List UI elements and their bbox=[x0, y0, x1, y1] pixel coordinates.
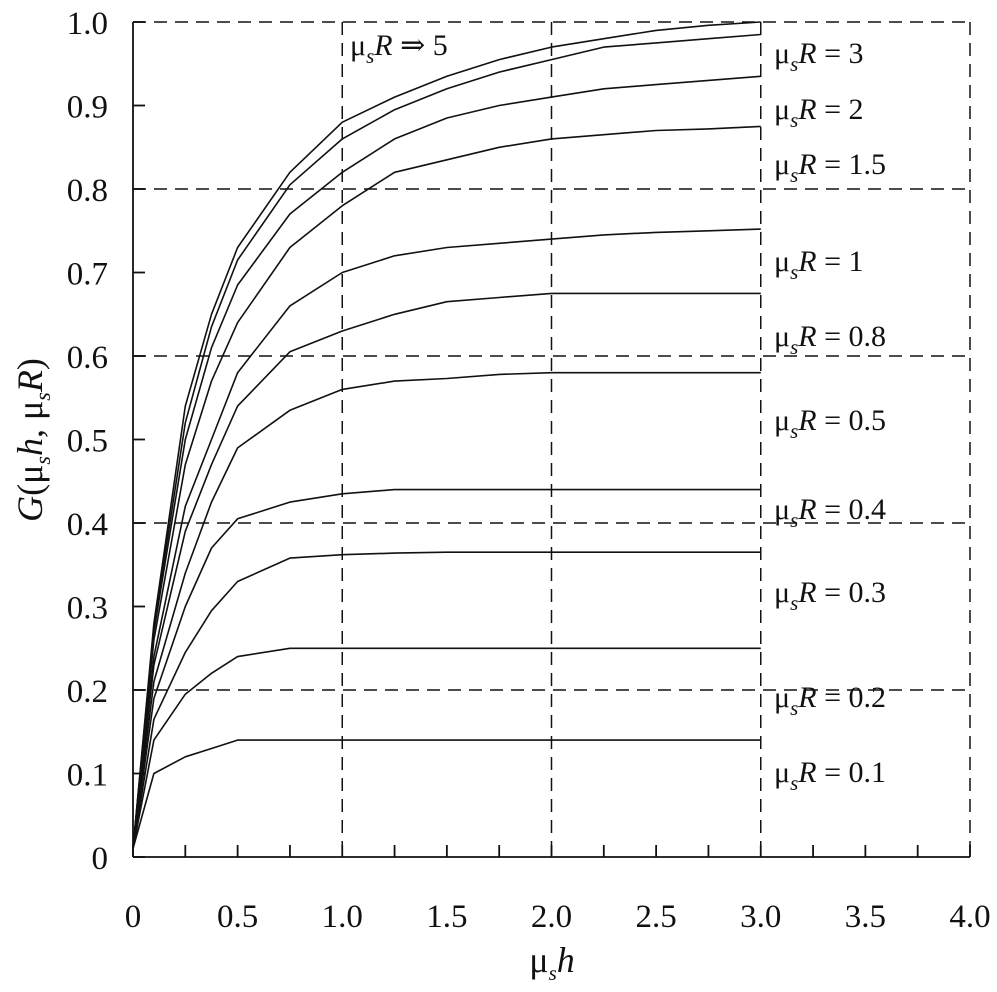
y-tick-label: 0.5 bbox=[67, 424, 108, 460]
curve-label: μsR = 0.3 bbox=[774, 576, 886, 615]
x-tick-label: 3.0 bbox=[740, 899, 781, 935]
series-line bbox=[132, 371, 761, 849]
x-tick-label: 0 bbox=[125, 899, 142, 935]
y-axis-title: G(μsh, μsR) bbox=[10, 358, 55, 522]
x-tick-label: 1.5 bbox=[426, 899, 467, 935]
curve-label: μsR = 1.5 bbox=[774, 148, 886, 187]
curve-label: μsR = 0.1 bbox=[774, 756, 886, 795]
curve-label: μsR = 1 bbox=[774, 245, 864, 284]
y-tick-label: 0.7 bbox=[67, 257, 108, 293]
series-line bbox=[132, 292, 761, 849]
series-line bbox=[132, 488, 761, 849]
curve-label: μsR ⇒ 5 bbox=[350, 29, 448, 68]
series-line bbox=[132, 33, 761, 849]
curve-labels: μsR ⇒ 5 μsR = 3 μsR = 2 μsR = 1.5 μsR = 1 μsR… bbox=[350, 29, 886, 795]
series-line bbox=[132, 21, 761, 849]
y-tick-label: 1.0 bbox=[67, 6, 108, 42]
y-tick-label: 0.2 bbox=[67, 674, 108, 710]
curve-label: μsR = 0.5 bbox=[774, 404, 886, 443]
y-tick-label: 0.1 bbox=[67, 758, 108, 794]
x-axis-title: μsh bbox=[529, 940, 575, 985]
x-tick-label: 2.0 bbox=[531, 899, 572, 935]
y-tick-label: 0.9 bbox=[67, 90, 108, 126]
x-tick-label: 4.0 bbox=[949, 899, 990, 935]
y-tick-label: 0.8 bbox=[67, 173, 108, 209]
curve-label: μsR = 2 bbox=[774, 93, 864, 132]
x-tick-label: 3.5 bbox=[845, 899, 886, 935]
series-line bbox=[132, 647, 761, 849]
y-tick-label: 0 bbox=[92, 841, 109, 877]
series-lines bbox=[132, 21, 761, 849]
y-tick-label: 0.6 bbox=[67, 340, 108, 376]
x-tick-label: 0.5 bbox=[217, 899, 258, 935]
x-tick-label: 1.0 bbox=[322, 899, 363, 935]
series-line bbox=[132, 551, 761, 849]
x-tick-label: 2.5 bbox=[636, 899, 677, 935]
curve-label: μsR = 0.8 bbox=[774, 320, 886, 359]
y-tick-label: 0.3 bbox=[67, 591, 108, 627]
curve-label: μsR = 0.2 bbox=[774, 681, 886, 720]
series-line bbox=[132, 228, 761, 849]
series-line bbox=[132, 739, 761, 849]
series-line bbox=[132, 125, 761, 849]
curve-label: μsR = 3 bbox=[774, 37, 864, 76]
y-tick-label: 0.4 bbox=[67, 507, 108, 543]
curve-label: μsR = 0.4 bbox=[774, 493, 886, 532]
series-line bbox=[132, 75, 761, 849]
grid-lines bbox=[133, 21, 971, 857]
axes: 0 0.5 1.0 1.5 2.0 2.5 3.0 3.5 4.0 0 0.1 0.2 0.3 0.4 0.… bbox=[10, 6, 991, 985]
